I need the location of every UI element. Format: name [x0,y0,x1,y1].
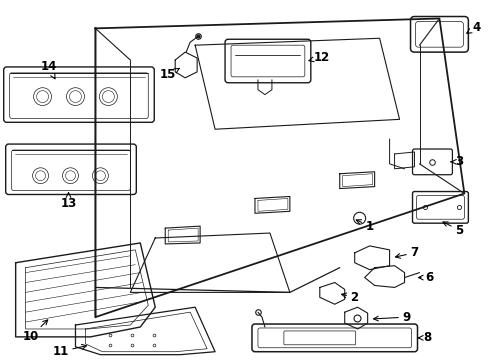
Text: 7: 7 [395,246,418,259]
Text: 12: 12 [308,50,329,64]
Text: 1: 1 [356,220,373,233]
Text: 13: 13 [60,193,77,210]
Text: 9: 9 [373,311,410,324]
Text: 8: 8 [418,331,431,345]
Text: 15: 15 [160,68,179,81]
Text: 4: 4 [466,21,480,34]
Text: 3: 3 [450,156,463,168]
Text: 5: 5 [442,222,463,237]
Text: 14: 14 [41,60,57,79]
Text: 11: 11 [52,345,86,358]
Text: 2: 2 [341,291,358,304]
Text: 10: 10 [22,320,48,343]
Text: 6: 6 [418,271,433,284]
